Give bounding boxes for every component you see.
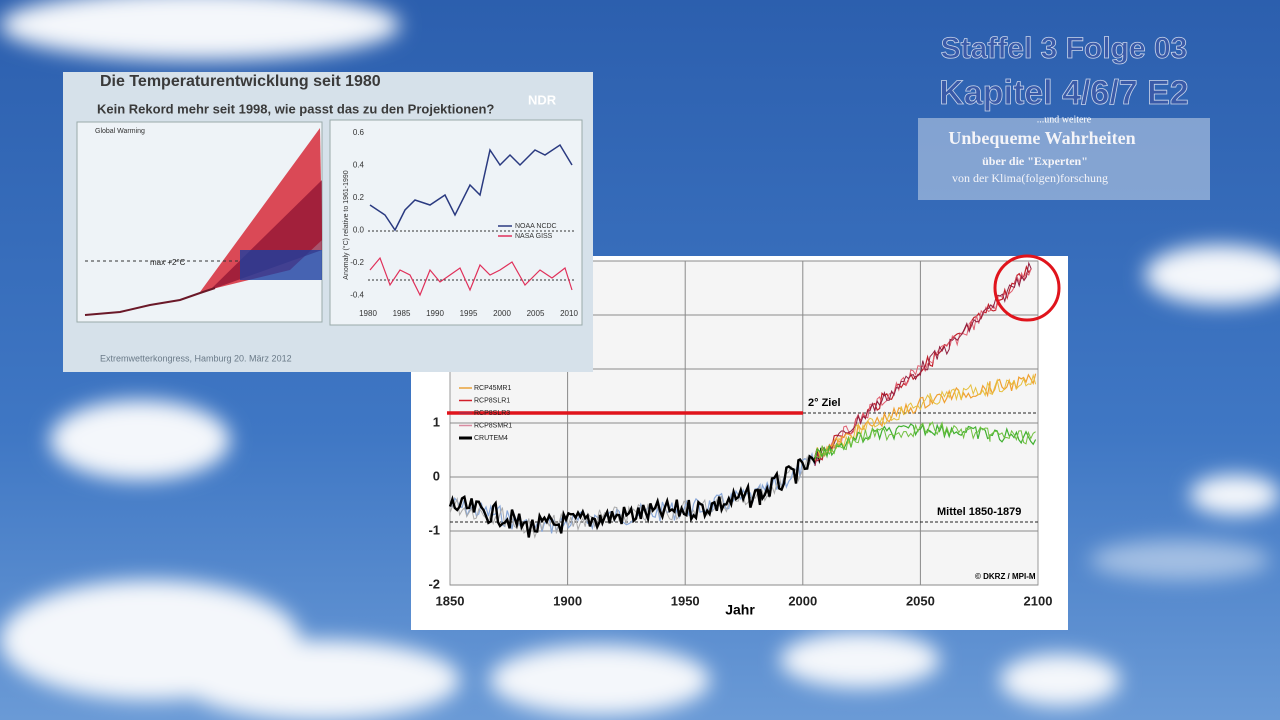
y-tick-label: 0 <box>433 468 440 483</box>
mean-label: Mittel 1850-1879 <box>937 506 1021 518</box>
x-tick-label: 1980 <box>359 309 377 318</box>
overlay-box <box>918 118 1210 200</box>
episode-overlay: Staffel 3 Folge 03 Kapitel 4/6/7 E2 ...u… <box>918 32 1210 200</box>
y-tick-label: 1 <box>433 414 440 429</box>
x-tick-label: 2000 <box>788 593 817 608</box>
warming-fan-core <box>210 180 322 290</box>
y-tick-label: 0.6 <box>353 128 365 137</box>
legend-label: CRUTEM4 <box>474 435 508 442</box>
target-label: 2° Ziel <box>808 397 841 409</box>
right-panel <box>329 119 583 326</box>
x-axis-label: Jahr <box>725 602 755 618</box>
regional-curve <box>369 256 573 297</box>
legend-label: RCP8SMR1 <box>474 422 512 429</box>
overlay-line: über die "Experten" <box>982 154 1088 168</box>
x-tick-label: 1995 <box>460 309 478 318</box>
scenario-curve <box>814 373 1037 461</box>
x-tick-label: 2000 <box>493 309 511 318</box>
legend-label: RCP8SLR1 <box>474 397 510 404</box>
overlay-line: ...und weitere <box>1037 114 1092 125</box>
y-tick-label: -0.2 <box>350 258 364 267</box>
scenario-curve <box>814 261 1032 467</box>
x-tick-label: 1985 <box>393 309 411 318</box>
y-tick-label: -0.4 <box>350 291 364 300</box>
global-curve <box>369 143 573 232</box>
overlay-line: Kapitel 4/6/7 E2 <box>939 74 1188 112</box>
x-tick-label: 1990 <box>426 309 444 318</box>
x-tick-label: 2005 <box>527 309 545 318</box>
x-tick-label: 1850 <box>436 593 465 608</box>
legend-label: NASA GISS <box>515 233 553 240</box>
y-axis-label: Anomaly (°C) relative to 1961-1990 <box>342 170 350 280</box>
overlay-line: Staffel 3 Folge 03 <box>941 32 1188 65</box>
slide-title: Die Temperaturentwicklung seit 1980 <box>100 73 381 90</box>
overlay-line: Unbequeme Wahrheiten <box>948 128 1135 148</box>
x-tick-label: 1900 <box>553 593 582 608</box>
legend-label: NOAA NCDC <box>515 223 557 230</box>
left-panel-title: Global Warming <box>95 128 145 135</box>
x-tick-label: 2010 <box>560 309 578 318</box>
scenario-curve <box>814 268 1032 466</box>
slide: Die Temperaturentwicklung seit 1980 Kein… <box>63 72 593 372</box>
logo: NDR <box>528 92 557 107</box>
scenario-curve <box>814 421 1036 458</box>
slide-subtitle: Kein Rekord mehr seit 1998, wie passt da… <box>97 101 494 116</box>
x-tick-label: 2050 <box>906 593 935 608</box>
x-tick-label: 2100 <box>1024 593 1053 608</box>
y-tick-label: -2 <box>428 576 440 591</box>
overlay-line: von der Klima(folgen)forschung <box>952 171 1108 185</box>
credit: © DKRZ / MPI-M <box>975 572 1036 581</box>
observed-curve <box>448 447 823 538</box>
legend-label: RCP8SLR3 <box>474 410 510 417</box>
slide-footer: Extremwetterkongress, Hamburg 20. März 2… <box>100 353 292 363</box>
observed-curve <box>84 287 216 316</box>
blue-band <box>240 250 322 280</box>
highlight-circle <box>993 254 1061 322</box>
y-tick-label: 0.2 <box>353 193 365 202</box>
max-label: max +2°C <box>150 258 186 267</box>
model-curve <box>449 453 823 539</box>
y-tick-label: 0.4 <box>353 161 365 170</box>
y-tick-label: 0.0 <box>353 226 365 235</box>
legend-label: RCP45MR1 <box>474 385 511 392</box>
y-tick-label: -1 <box>428 522 440 537</box>
x-tick-label: 1950 <box>671 593 700 608</box>
